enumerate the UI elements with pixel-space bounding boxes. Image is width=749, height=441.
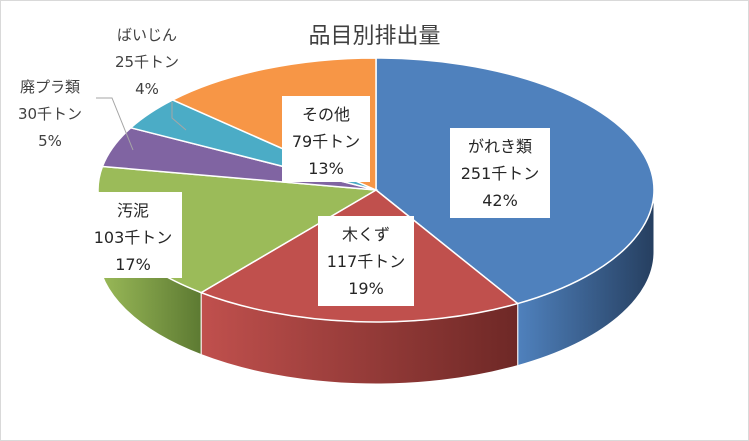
- data-label-value: 251千トン: [461, 164, 540, 183]
- data-label-name: ばいじん: [117, 26, 177, 44]
- chart-title: 品目別排出量: [308, 24, 441, 49]
- data-label: 木くず 117千トン 19%: [318, 216, 414, 306]
- data-label-box: [84, 192, 182, 278]
- data-label-box: [282, 96, 370, 182]
- data-label: 汚泥 103千トン 17%: [84, 192, 182, 278]
- data-label-value: 30千トン: [18, 105, 82, 123]
- data-label-name: 汚泥: [117, 201, 149, 220]
- data-label: その他 79千トン 13%: [282, 96, 370, 182]
- data-label: 廃プラ類 30千トン 5%: [18, 78, 82, 150]
- data-label-value: 25千トン: [115, 53, 179, 71]
- data-label-percent: 5%: [38, 132, 62, 150]
- data-label-name: がれき類: [468, 137, 532, 156]
- data-label-percent: 17%: [115, 255, 151, 274]
- data-label-percent: 4%: [135, 80, 159, 98]
- data-label: ばいじん 25千トン 4%: [115, 26, 179, 98]
- data-label: がれき類 251千トン 42%: [450, 128, 550, 218]
- data-label-box: [450, 128, 550, 218]
- leader-lines: [96, 97, 187, 151]
- data-label-value: 79千トン: [292, 132, 360, 151]
- data-label-percent: 13%: [308, 159, 344, 178]
- data-label-name: その他: [302, 105, 350, 124]
- data-labels: がれき類 251千トン 42% 木くず 117千トン 19% 汚泥 103千トン 17% 廃プラ類…: [18, 26, 550, 306]
- data-label-percent: 19%: [348, 279, 384, 298]
- data-label-name: 木くず: [342, 225, 390, 244]
- leader-line: [171, 102, 187, 131]
- data-label-box: [318, 216, 414, 306]
- data-label-value: 117千トン: [327, 252, 406, 271]
- data-label-value: 103千トン: [94, 228, 173, 247]
- data-label-name: 廃プラ類: [20, 78, 80, 96]
- data-label-percent: 42%: [482, 191, 518, 210]
- leader-line: [96, 97, 134, 151]
